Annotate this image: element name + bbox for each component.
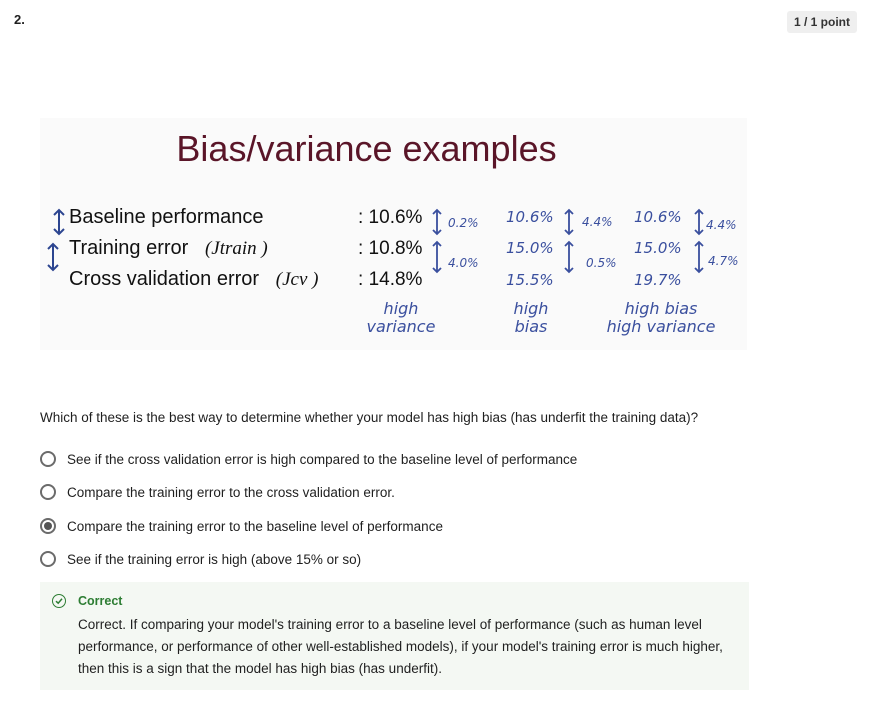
radio-button[interactable] <box>40 484 56 500</box>
col3-caption: high bias high variance <box>606 299 716 336</box>
col2-cv-value: 15.5% <box>506 271 554 289</box>
col2-caption: high bias <box>513 299 549 336</box>
option-label: Compare the training error to the baseli… <box>67 518 443 534</box>
cv-error-symbol: (Jcv ) <box>275 269 319 290</box>
row-label-training: Training error (Jtrain ) <box>69 237 268 259</box>
col1-caption: high variance <box>366 299 436 336</box>
score-badge: 1 / 1 point <box>786 11 857 33</box>
radio-button[interactable] <box>40 451 56 467</box>
col1-gap-top: 0.2% <box>448 216 479 230</box>
option-training-vs-baseline[interactable]: Compare the training error to the baseli… <box>40 516 443 536</box>
radio-button-selected[interactable] <box>40 518 56 534</box>
col2-training-value: 15.0% <box>506 239 554 257</box>
col2-gap-bottom: 0.5% <box>586 256 617 270</box>
col3-baseline-value: 10.6% <box>634 208 682 226</box>
col3-training-value: 15.0% <box>634 239 682 257</box>
row-label-cv: Cross validation error (Jcv ) <box>69 268 319 290</box>
question-number: 2. <box>14 12 25 27</box>
feedback-text: Correct. If comparing your model's train… <box>78 617 723 676</box>
option-label: Compare the training error to the cross … <box>67 484 395 500</box>
option-training-high[interactable]: See if the training error is high (above… <box>40 549 361 569</box>
feedback-status: Correct <box>78 594 123 608</box>
col2-gap-arrows-icon <box>564 208 574 274</box>
option-label: See if the cross validation error is hig… <box>67 451 578 467</box>
col2-gap-top: 4.4% <box>582 215 613 229</box>
lecture-slide-image: Bias/variance examples Baseline performa… <box>40 118 747 350</box>
question-text: Which of these is the best way to determ… <box>40 410 699 425</box>
col2-baseline-value: 10.6% <box>506 208 554 226</box>
feedback-panel: Correct Correct. If comparing your model… <box>40 582 749 690</box>
col3-gap-arrows-icon <box>694 208 704 274</box>
col1-cv-value: : 14.8% <box>358 269 423 290</box>
col1-gap-arrows-icon <box>432 208 442 274</box>
col1-gap-bottom: 4.0% <box>448 256 479 270</box>
training-error-symbol: (Jtrain ) <box>204 238 268 259</box>
slide-title: Bias/variance examples <box>176 128 557 169</box>
option-training-vs-cv[interactable]: Compare the training error to the cross … <box>40 482 395 502</box>
option-cv-vs-baseline[interactable]: See if the cross validation error is hig… <box>40 449 577 469</box>
row-label-baseline: Baseline performance <box>69 206 264 228</box>
left-gap-arrows-icon <box>47 208 65 272</box>
col3-cv-value: 19.7% <box>634 271 682 289</box>
col3-gap-top: 4.4% <box>706 218 737 232</box>
option-label: See if the training error is high (above… <box>67 551 362 567</box>
radio-button[interactable] <box>40 551 56 567</box>
col1-training-value: : 10.8% <box>358 238 423 259</box>
col3-gap-bottom: 4.7% <box>708 254 739 268</box>
col1-baseline-value: : 10.6% <box>358 207 423 228</box>
check-circle-icon <box>52 594 66 608</box>
